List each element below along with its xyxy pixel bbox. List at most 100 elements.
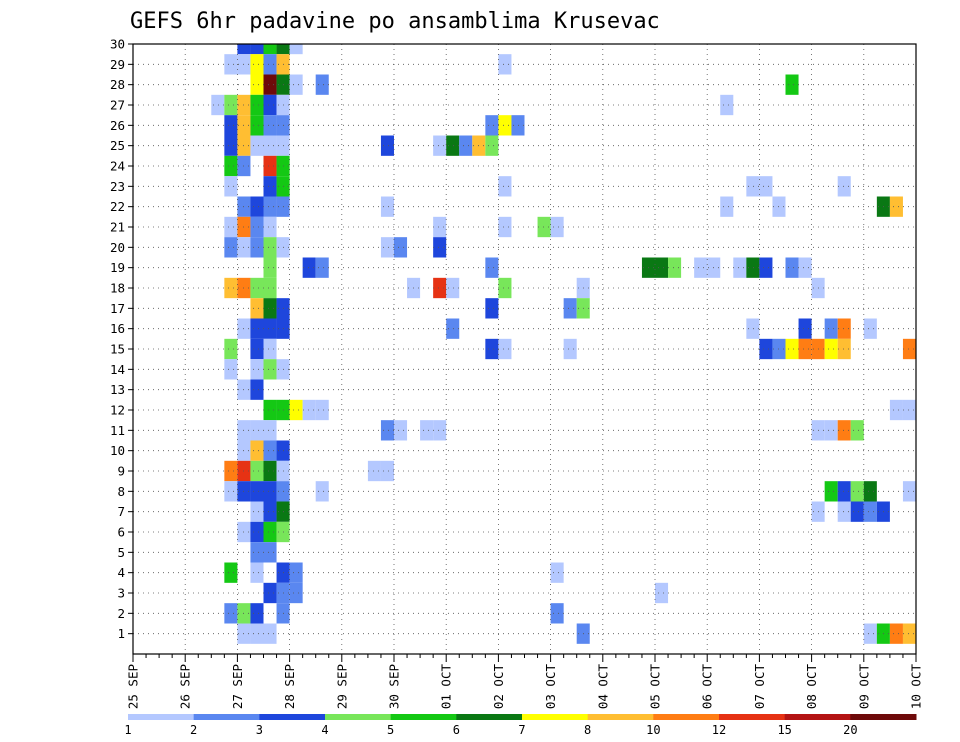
- y-tick-label: 17: [110, 301, 125, 316]
- heatmap-cell: [315, 74, 329, 95]
- heatmap-cell: [380, 460, 394, 482]
- heatmap-cell: [250, 338, 264, 360]
- heatmap-cell: [250, 460, 264, 482]
- heatmap-cell: [263, 440, 277, 461]
- heatmap-cell: [785, 257, 799, 278]
- heatmap-cell: [224, 176, 238, 197]
- heatmap-cell: [263, 420, 277, 441]
- heatmap-cell: [485, 257, 499, 278]
- heatmap-cell: [289, 562, 303, 583]
- y-tick-label: 11: [110, 423, 125, 438]
- legend-label: 20: [843, 723, 857, 737]
- legend-label: 15: [777, 723, 791, 737]
- heatmap-cell: [863, 501, 877, 522]
- x-tick-label: 05 OCT: [648, 664, 663, 710]
- y-tick-label: 24: [110, 159, 125, 174]
- y-axis-ticks: 1234567891011121314151617181920212223242…: [110, 37, 133, 641]
- legend-label: 3: [256, 723, 263, 737]
- heatmap-cell: [263, 115, 277, 136]
- heatmap-cell: [250, 521, 264, 543]
- heatmap-cell: [837, 176, 851, 197]
- heatmap-cell: [250, 623, 264, 644]
- heatmap-cell: [863, 623, 877, 644]
- x-tick-label: 06 OCT: [700, 664, 715, 710]
- heatmap-cell: [380, 135, 394, 156]
- x-tick-label: 07 OCT: [752, 664, 767, 710]
- x-tick-label: 03 OCT: [543, 664, 558, 710]
- x-tick-label: 02 OCT: [491, 664, 506, 710]
- heatmap-cell: [459, 135, 473, 156]
- heatmap-cell: [250, 94, 264, 116]
- heatmap-cell: [824, 420, 838, 441]
- heatmap-cell: [289, 44, 303, 55]
- heatmap-cell: [367, 460, 381, 482]
- heatmap-cell: [433, 135, 447, 156]
- heatmap-cell: [824, 338, 838, 360]
- y-tick-label: 7: [117, 504, 125, 519]
- heatmap-cell: [785, 74, 799, 95]
- heatmap-cell: [263, 155, 277, 177]
- heatmap-cell: [224, 359, 238, 380]
- x-tick-label: 28 SEP: [282, 664, 297, 709]
- heatmap-cell: [250, 237, 264, 258]
- y-tick-label: 5: [117, 545, 125, 560]
- heatmap-cell: [498, 54, 512, 75]
- heatmap-cell: [237, 44, 251, 55]
- heatmap-cell: [746, 176, 760, 197]
- y-tick-label: 6: [117, 525, 125, 540]
- heatmap-cell: [759, 338, 773, 360]
- heatmap-cell: [511, 115, 525, 136]
- heatmap-cell: [485, 298, 499, 319]
- y-tick-label: 13: [110, 382, 125, 397]
- heatmap-cell: [276, 44, 290, 55]
- heatmap-cell: [485, 338, 499, 360]
- heatmap-cell: [263, 582, 277, 604]
- heatmap-cell: [798, 257, 812, 278]
- heatmap-cell: [850, 481, 864, 502]
- legend-label: 7: [518, 723, 525, 737]
- y-tick-label: 26: [110, 118, 125, 133]
- heatmap-cell: [315, 481, 329, 502]
- legend-label: 1: [124, 723, 131, 737]
- x-tick-label: 26 SEP: [178, 664, 193, 709]
- heatmap-cell: [550, 216, 564, 238]
- heatmap-cell: [250, 379, 264, 400]
- y-tick-label: 23: [110, 179, 125, 194]
- heatmap-cell: [250, 420, 264, 441]
- heatmap-cell: [289, 74, 303, 95]
- heatmap-cell: [250, 135, 264, 156]
- legend-label: 6: [453, 723, 460, 737]
- heatmap-cell: [263, 135, 277, 156]
- legend-swatch: [193, 714, 260, 720]
- heatmap-cell: [498, 338, 512, 360]
- heatmap-cell: [250, 481, 264, 502]
- heatmap-cell: [263, 54, 277, 75]
- heatmap-cell: [302, 399, 316, 421]
- heatmap-cell: [733, 257, 747, 278]
- heatmap-cell: [889, 623, 903, 644]
- heatmap-cell: [485, 115, 499, 136]
- legend-label: 12: [712, 723, 726, 737]
- heatmap-cell: [433, 277, 447, 299]
- heatmap-cell: [263, 74, 277, 95]
- heatmap-cell: [498, 277, 512, 299]
- heatmap-cell: [263, 237, 277, 258]
- heatmap-cell: [759, 257, 773, 278]
- heatmap-cell: [837, 481, 851, 502]
- y-tick-label: 29: [110, 57, 125, 72]
- heatmap-cell: [446, 135, 460, 156]
- heatmap-cell: [655, 257, 669, 278]
- heatmap-cell: [224, 155, 238, 177]
- heatmap-cell: [315, 399, 329, 421]
- heatmap-cell: [224, 54, 238, 75]
- x-tick-label: 01 OCT: [439, 664, 454, 710]
- heatmap-cell: [498, 176, 512, 197]
- legend-swatch: [522, 714, 589, 720]
- heatmap-cell: [537, 216, 551, 238]
- heatmap-cell: [863, 481, 877, 502]
- heatmap-cell: [837, 338, 851, 360]
- y-tick-label: 1: [117, 626, 125, 641]
- x-tick-label: 30 SEP: [387, 664, 402, 709]
- heatmap-cell: [902, 338, 916, 360]
